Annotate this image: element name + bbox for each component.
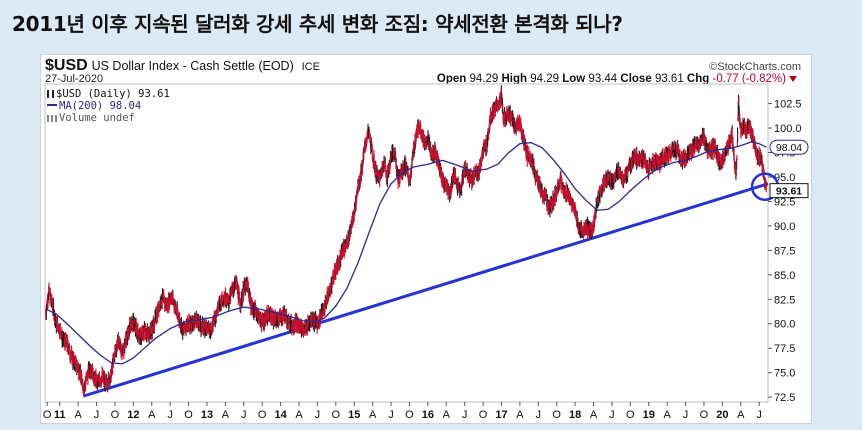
x-tick-label: O (332, 409, 341, 421)
x-tick-label: 18 (569, 409, 581, 421)
open-label: Open (436, 73, 467, 85)
legend-ma: MA(200) 98.04 (47, 100, 170, 112)
x-tick-label: J (315, 409, 321, 421)
price-value-callout (769, 183, 809, 199)
open-value: 94.29 (469, 73, 499, 85)
symbol-description: US Dollar Index - Cash Settle (EOD) (91, 59, 294, 73)
y-tick-label: 80.0 (774, 319, 795, 331)
y-tick-label: 90.0 (774, 221, 795, 233)
high-label: High (501, 73, 528, 85)
x-tick-label: J (388, 409, 394, 421)
x-tick-label: A (295, 409, 303, 421)
brand-logo: ©StockCharts.com (709, 61, 801, 73)
x-tick-label: A (737, 409, 745, 421)
close-label: Close (620, 73, 652, 85)
x-tick-label: O (405, 409, 414, 421)
y-tick-label: 95.0 (774, 172, 795, 184)
x-tick-label: A (516, 409, 524, 421)
x-tick-label: 15 (348, 409, 360, 421)
legend-price: $USD (Daily) 93.61 (47, 88, 170, 100)
x-tick-label: 11 (54, 409, 66, 421)
x-tick-label: 19 (643, 409, 655, 421)
y-tick-label: 77.5 (774, 343, 795, 355)
x-tick-label: 12 (127, 409, 139, 421)
support-trendline (82, 182, 769, 398)
x-tick-label: O (43, 409, 52, 421)
exchange: ICE (301, 61, 320, 73)
ma-value-label: 98.04 (776, 142, 802, 154)
price-bars-up (45, 85, 767, 395)
x-tick-label: J (756, 409, 762, 421)
close-value: 93.61 (654, 73, 684, 85)
chg-label: Chg (686, 73, 710, 85)
price-bars-down (45, 87, 767, 396)
ohlc-readout: Open 94.29 High 94.29 Low 93.44 Close 93… (437, 73, 797, 85)
y-tick-label: 87.5 (774, 245, 795, 257)
x-tick-label: 13 (201, 409, 213, 421)
x-tick-label: J (94, 409, 100, 421)
x-tick-label: 14 (274, 409, 287, 421)
x-tick-label: J (609, 409, 615, 421)
x-tick-label: J (167, 409, 173, 421)
chart-legend: $USD (Daily) 93.61 MA(200) 98.04 Volume … (47, 88, 170, 124)
x-tick-label: A (74, 409, 82, 421)
y-tick-label: 85.0 (774, 270, 795, 282)
y-tick-label: 100.0 (774, 123, 802, 135)
y-tick-label: 72.5 (774, 392, 795, 404)
line-icon (47, 104, 57, 106)
x-tick-label: A (148, 409, 156, 421)
x-tick-label: A (443, 409, 451, 421)
low-value: 93.44 (588, 73, 618, 85)
y-tick-label: 75.0 (774, 368, 795, 380)
y-tick-label: 102.5 (774, 99, 802, 111)
x-tick-label: A (590, 409, 598, 421)
y-tick-label: 82.5 (774, 294, 795, 306)
down-triangle-icon (789, 75, 797, 82)
chg-value: -0.77 (-0.82%) (712, 73, 786, 85)
x-tick-label: A (222, 409, 230, 421)
x-tick-label: 20 (716, 409, 728, 421)
x-tick-label: 16 (422, 409, 434, 421)
x-tick-label: A (663, 409, 671, 421)
ma-value-callout (769, 139, 809, 155)
high-value: 94.29 (530, 73, 560, 85)
low-label: Low (562, 73, 586, 85)
x-tick-label: A (369, 409, 377, 421)
symbol-title: $USD US Dollar Index - Cash Settle (EOD)… (45, 57, 320, 75)
symbol: $USD (45, 57, 88, 74)
headline: 2011년 이후 지속된 달러화 강세 추세 변화 조짐: 약세전환 본격화 되… (12, 12, 623, 36)
x-tick-label: O (479, 409, 488, 421)
x-tick-label: J (462, 409, 468, 421)
x-tick-label: J (241, 409, 247, 421)
x-tick-label: O (111, 409, 120, 421)
x-tick-label: O (184, 409, 193, 421)
x-tick-label: J (683, 409, 689, 421)
x-tick-label: O (552, 409, 561, 421)
x-tick-label: O (258, 409, 267, 421)
price-value-label: 93.61 (776, 186, 802, 198)
x-tick-label: O (626, 409, 635, 421)
plot-frame (44, 83, 769, 403)
chart-card: $USD US Dollar Index - Cash Settle (EOD)… (40, 54, 812, 424)
y-tick-label: 92.5 (774, 196, 795, 208)
volume-bars-icon (47, 114, 57, 122)
legend-volume: Volume undef (47, 112, 170, 124)
ohlc-bar-icon (47, 90, 54, 98)
x-tick-label: 17 (495, 409, 507, 421)
x-tick-label: O (700, 409, 709, 421)
chart-date: 27-Jul-2020 (45, 73, 104, 85)
x-tick-label: J (536, 409, 542, 421)
ma200-line (45, 141, 767, 365)
